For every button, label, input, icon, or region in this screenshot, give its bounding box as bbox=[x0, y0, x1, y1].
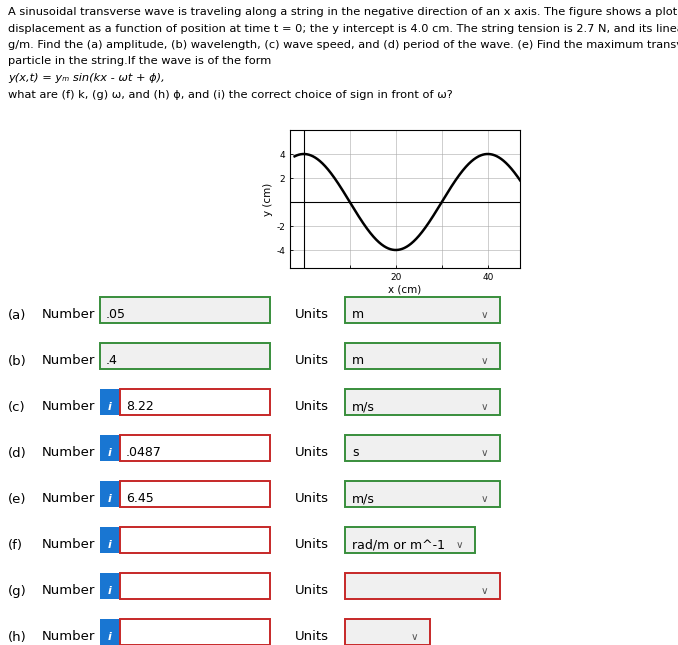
Bar bbox=[345, 343, 500, 369]
Text: ∨: ∨ bbox=[480, 402, 487, 412]
Text: Units: Units bbox=[295, 446, 329, 459]
Text: i: i bbox=[108, 586, 112, 596]
Text: .0487: .0487 bbox=[126, 446, 162, 459]
Bar bbox=[120, 619, 270, 645]
Text: ∨: ∨ bbox=[480, 310, 487, 320]
Text: Units: Units bbox=[295, 584, 329, 597]
Text: i: i bbox=[108, 402, 112, 412]
Text: m/s: m/s bbox=[352, 493, 375, 506]
Text: Units: Units bbox=[295, 401, 329, 413]
Bar bbox=[100, 619, 120, 645]
Bar bbox=[100, 481, 120, 507]
Text: A sinusoidal transverse wave is traveling along a string in the negative directi: A sinusoidal transverse wave is travelin… bbox=[8, 7, 678, 17]
Text: ∨: ∨ bbox=[480, 494, 487, 504]
Bar bbox=[100, 527, 120, 553]
Text: Units: Units bbox=[295, 631, 329, 644]
Bar bbox=[345, 619, 430, 645]
Text: .4: .4 bbox=[106, 355, 118, 368]
Text: (e): (e) bbox=[8, 493, 26, 506]
Text: (d): (d) bbox=[8, 446, 26, 459]
Text: i: i bbox=[108, 632, 112, 642]
Text: Number: Number bbox=[42, 584, 96, 597]
Bar bbox=[345, 389, 500, 415]
Text: ∨: ∨ bbox=[410, 632, 418, 642]
Bar bbox=[100, 389, 120, 415]
Text: Units: Units bbox=[295, 539, 329, 551]
Text: g/m. Find the (a) amplitude, (b) wavelength, (c) wave speed, and (d) period of t: g/m. Find the (a) amplitude, (b) wavelen… bbox=[8, 40, 678, 50]
Text: particle in the string.If the wave is of the form: particle in the string.If the wave is of… bbox=[8, 57, 271, 66]
Text: (g): (g) bbox=[8, 584, 26, 597]
Text: Number: Number bbox=[42, 539, 96, 551]
Text: rad/m or m^-1: rad/m or m^-1 bbox=[352, 539, 445, 551]
Text: ∨: ∨ bbox=[480, 586, 487, 596]
Bar bbox=[345, 573, 500, 599]
Text: (c): (c) bbox=[8, 401, 26, 413]
Text: .05: .05 bbox=[106, 308, 126, 321]
Bar bbox=[120, 435, 270, 461]
Text: displacement as a function of position at time t = 0; the y intercept is 4.0 cm.: displacement as a function of position a… bbox=[8, 23, 678, 34]
Text: ∨: ∨ bbox=[480, 448, 487, 458]
Bar bbox=[345, 481, 500, 507]
Bar bbox=[120, 573, 270, 599]
Text: ∨: ∨ bbox=[455, 540, 463, 550]
Text: m: m bbox=[352, 308, 364, 321]
Text: Number: Number bbox=[42, 401, 96, 413]
Text: 8.22: 8.22 bbox=[126, 401, 154, 413]
Bar bbox=[100, 573, 120, 599]
Bar bbox=[345, 435, 500, 461]
Text: Units: Units bbox=[295, 308, 329, 321]
Text: Number: Number bbox=[42, 308, 96, 321]
Bar bbox=[100, 343, 270, 369]
Text: m: m bbox=[352, 355, 364, 368]
Text: (h): (h) bbox=[8, 631, 26, 644]
Text: y(x,t) = yₘ sin(kx - ωt + ϕ),: y(x,t) = yₘ sin(kx - ωt + ϕ), bbox=[8, 73, 165, 83]
Text: m/s: m/s bbox=[352, 401, 375, 413]
Text: i: i bbox=[108, 540, 112, 550]
Text: what are (f) k, (g) ω, and (h) ϕ, and (i) the correct choice of sign in front of: what are (f) k, (g) ω, and (h) ϕ, and (i… bbox=[8, 90, 453, 99]
Text: 6.45: 6.45 bbox=[126, 493, 154, 506]
Text: (b): (b) bbox=[8, 355, 26, 368]
X-axis label: x (cm): x (cm) bbox=[388, 284, 422, 295]
Text: (f): (f) bbox=[8, 539, 23, 551]
Text: Number: Number bbox=[42, 493, 96, 506]
Bar bbox=[345, 527, 475, 553]
Y-axis label: y (cm): y (cm) bbox=[264, 183, 273, 215]
Text: Units: Units bbox=[295, 355, 329, 368]
Bar bbox=[120, 481, 270, 507]
Bar bbox=[100, 435, 120, 461]
Bar bbox=[120, 389, 270, 415]
Bar bbox=[100, 297, 270, 323]
Text: Number: Number bbox=[42, 446, 96, 459]
Text: Number: Number bbox=[42, 631, 96, 644]
Bar bbox=[345, 297, 500, 323]
Text: i: i bbox=[108, 494, 112, 504]
Text: s: s bbox=[352, 446, 359, 459]
Text: i: i bbox=[108, 448, 112, 458]
Bar bbox=[120, 527, 270, 553]
Text: Number: Number bbox=[42, 355, 96, 368]
Text: ∨: ∨ bbox=[480, 356, 487, 366]
Text: Units: Units bbox=[295, 493, 329, 506]
Text: (a): (a) bbox=[8, 308, 26, 321]
